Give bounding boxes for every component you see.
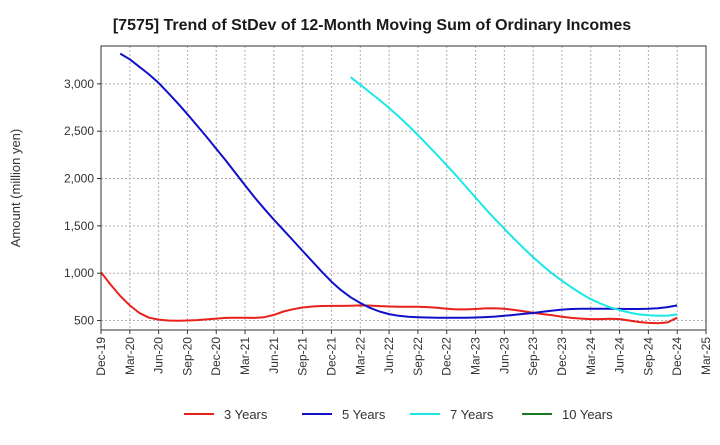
x-axis-ticks: Dec-19 Mar-20 Jun-20 Sep-20 Dec-20 Mar-21 Jun-…: [94, 330, 713, 376]
x-tick-label: Jun-22: [382, 337, 396, 374]
x-tick-label: Mar-21: [238, 337, 252, 375]
y-tick-label: 1,500: [64, 219, 94, 233]
legend: 3 Years 5 Years 7 Years 10 Years: [184, 407, 613, 422]
y-tick-label: 2,500: [64, 124, 94, 138]
chart-title: [7575] Trend of StDev of 12-Month Moving…: [113, 17, 631, 34]
legend-label-10-years: 10 Years: [562, 407, 613, 422]
x-tick-label: Jun-21: [267, 337, 281, 374]
legend-label-7-years: 7 Years: [450, 407, 494, 422]
x-tick-label: Dec-22: [440, 337, 454, 376]
series-line-3-years: [100, 271, 678, 325]
x-tick-label: Dec-23: [555, 337, 569, 376]
x-tick-label: Sep-23: [526, 337, 540, 376]
x-tick-label: Dec-19: [94, 337, 108, 376]
legend-label-5-years: 5 Years: [342, 407, 386, 422]
x-tick-label: Sep-21: [296, 337, 310, 376]
x-tick-label: Dec-20: [209, 337, 223, 376]
plot-frame: [100, 45, 707, 331]
x-tick-label: Jun-20: [152, 337, 166, 374]
x-tick-label: Mar-25: [699, 337, 713, 375]
y-tick-label: 500: [74, 314, 94, 328]
series-lines: [100, 52, 678, 325]
x-tick-label: Mar-20: [123, 337, 137, 375]
x-tick-label: Sep-24: [641, 337, 655, 376]
x-tick-label: Dec-21: [324, 337, 338, 376]
y-tick-label: 3,000: [64, 77, 94, 91]
y-tick-label: 2,000: [64, 172, 94, 186]
x-tick-label: Mar-24: [584, 337, 598, 375]
x-tick-label: Mar-22: [353, 337, 367, 375]
y-tick-label: 1,000: [64, 266, 94, 280]
gridlines: [100, 46, 707, 330]
legend-label-3-years: 3 Years: [224, 407, 268, 422]
y-axis-ticks: 500 1,000 1,500 2,000 2,500 3,000: [64, 77, 101, 328]
y-axis-label: Amount (million yen): [8, 129, 23, 248]
series-line-7-years: [350, 76, 678, 317]
x-tick-label: Jun-24: [613, 337, 627, 374]
series-line-5-years: [119, 52, 678, 319]
x-tick-label: Sep-22: [411, 337, 425, 376]
x-tick-label: Jun-23: [497, 337, 511, 374]
x-tick-label: Dec-24: [670, 337, 684, 376]
x-tick-label: Sep-20: [180, 337, 194, 376]
x-tick-label: Mar-23: [469, 337, 483, 375]
